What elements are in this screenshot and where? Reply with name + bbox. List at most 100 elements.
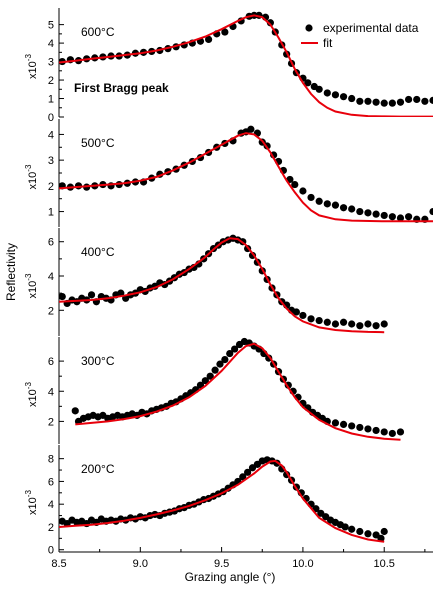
data-point: [364, 320, 372, 328]
data-point: [339, 204, 348, 212]
y-tick-label: 1: [48, 207, 54, 219]
data-point: [356, 527, 364, 536]
data-point: [388, 213, 396, 221]
data-point: [348, 525, 356, 533]
y-tick-label: 3: [48, 57, 54, 69]
data-point: [206, 372, 214, 380]
x-tick-label: 9.5: [214, 558, 229, 570]
data-point: [341, 523, 349, 531]
legend-label-fit: fit: [323, 36, 333, 50]
y-tick-label: 1: [48, 94, 54, 106]
data-point: [339, 318, 348, 326]
y-tick-label: 2: [48, 522, 54, 534]
fit-curve: [59, 459, 385, 543]
x-axis-title: Grazing angle (°): [185, 570, 276, 584]
y-tick-label: 8: [48, 454, 54, 466]
data-point: [291, 180, 299, 189]
panel-plot-area: [59, 11, 433, 117]
data-point: [372, 426, 380, 435]
data-point: [59, 292, 66, 301]
panel-3: 2 4 6 x10-3 400°C: [24, 228, 388, 336]
fit-curve: [59, 237, 385, 334]
data-point: [380, 428, 388, 436]
bragg-peak-annotation: First Bragg peak: [74, 81, 169, 95]
panel-1: 0 1 2 3 4 5 x10-3 600°C First Bragg peak experime…: [24, 8, 433, 124]
data-point: [221, 28, 229, 36]
data-point: [405, 95, 413, 104]
data-point: [323, 318, 331, 326]
y-tick-label: 6: [48, 237, 54, 249]
y-tick-label: 4: [48, 129, 54, 141]
y-tick-label: 0: [48, 112, 54, 124]
data-point: [356, 322, 364, 330]
data-point: [372, 98, 380, 106]
data-point: [244, 468, 252, 476]
data-point: [388, 429, 396, 438]
data-point: [356, 423, 364, 432]
data-point: [380, 211, 388, 220]
data-point: [304, 79, 312, 87]
y-tick-label: 4: [48, 499, 54, 511]
data-point: [315, 316, 323, 325]
y-tick-label: 2: [48, 181, 54, 193]
temperature-label: 200°C: [81, 462, 115, 476]
data-point: [364, 425, 372, 433]
panel-plot-area: [71, 337, 405, 441]
data-point: [201, 377, 209, 385]
panel-5: 0 2 4 6 8 x10-3 200°C: [24, 445, 388, 557]
data-point: [396, 98, 405, 106]
data-point: [307, 315, 315, 323]
data-point: [221, 356, 229, 364]
temperature-label: 500°C: [81, 136, 115, 150]
data-point: [216, 360, 224, 368]
data-point: [211, 366, 219, 374]
fit-curve: [75, 342, 401, 441]
data-point: [307, 193, 315, 202]
panels-layer: 0 1 2 3 4 5 x10-3 600°C First Bragg peak experime…: [24, 8, 433, 557]
y-axis-title: Reflectivity: [4, 243, 18, 301]
data-point: [299, 187, 307, 195]
data-point: [331, 419, 340, 427]
data-point: [356, 207, 364, 216]
data-point: [396, 428, 405, 436]
data-point: [331, 91, 340, 99]
exponent-label: x10-3: [24, 54, 39, 79]
data-point: [372, 322, 380, 330]
y-tick-label: 2: [48, 75, 54, 87]
panel-plot-area: [59, 456, 388, 543]
y-tick-label: 5: [48, 20, 54, 32]
legend-marker-data: [305, 24, 313, 32]
data-point: [348, 94, 356, 103]
data-point: [429, 207, 433, 216]
data-point: [348, 422, 356, 430]
data-point: [380, 320, 388, 328]
data-point: [331, 320, 340, 328]
y-tick-label: 2: [48, 416, 54, 428]
data-point: [339, 93, 348, 101]
fit-curve: [59, 14, 433, 117]
data-point: [380, 527, 388, 536]
data-point: [205, 35, 213, 44]
data-point: [339, 420, 348, 429]
panel-plot-area: [59, 125, 433, 223]
data-point: [315, 85, 323, 93]
x-tick-label: 9.0: [133, 558, 148, 570]
data-point: [364, 97, 372, 105]
data-point: [372, 210, 380, 218]
data-point: [299, 311, 307, 320]
data-point: [413, 95, 421, 104]
y-tick-label: 4: [48, 271, 54, 283]
data-point: [292, 308, 301, 316]
data-point: [315, 197, 323, 205]
data-point: [87, 291, 96, 299]
data-point: [231, 345, 239, 353]
data-point: [331, 201, 340, 209]
panel-2: 1 2 3 4 x10-3 500°C: [24, 119, 433, 227]
data-point: [348, 205, 356, 213]
x-axis: 8.5 9.0 9.5 10.0 10.5: [51, 547, 433, 570]
y-tick-label: 6: [48, 356, 54, 368]
panel-4: 2 4 6 x10-3 300°C: [24, 337, 405, 444]
